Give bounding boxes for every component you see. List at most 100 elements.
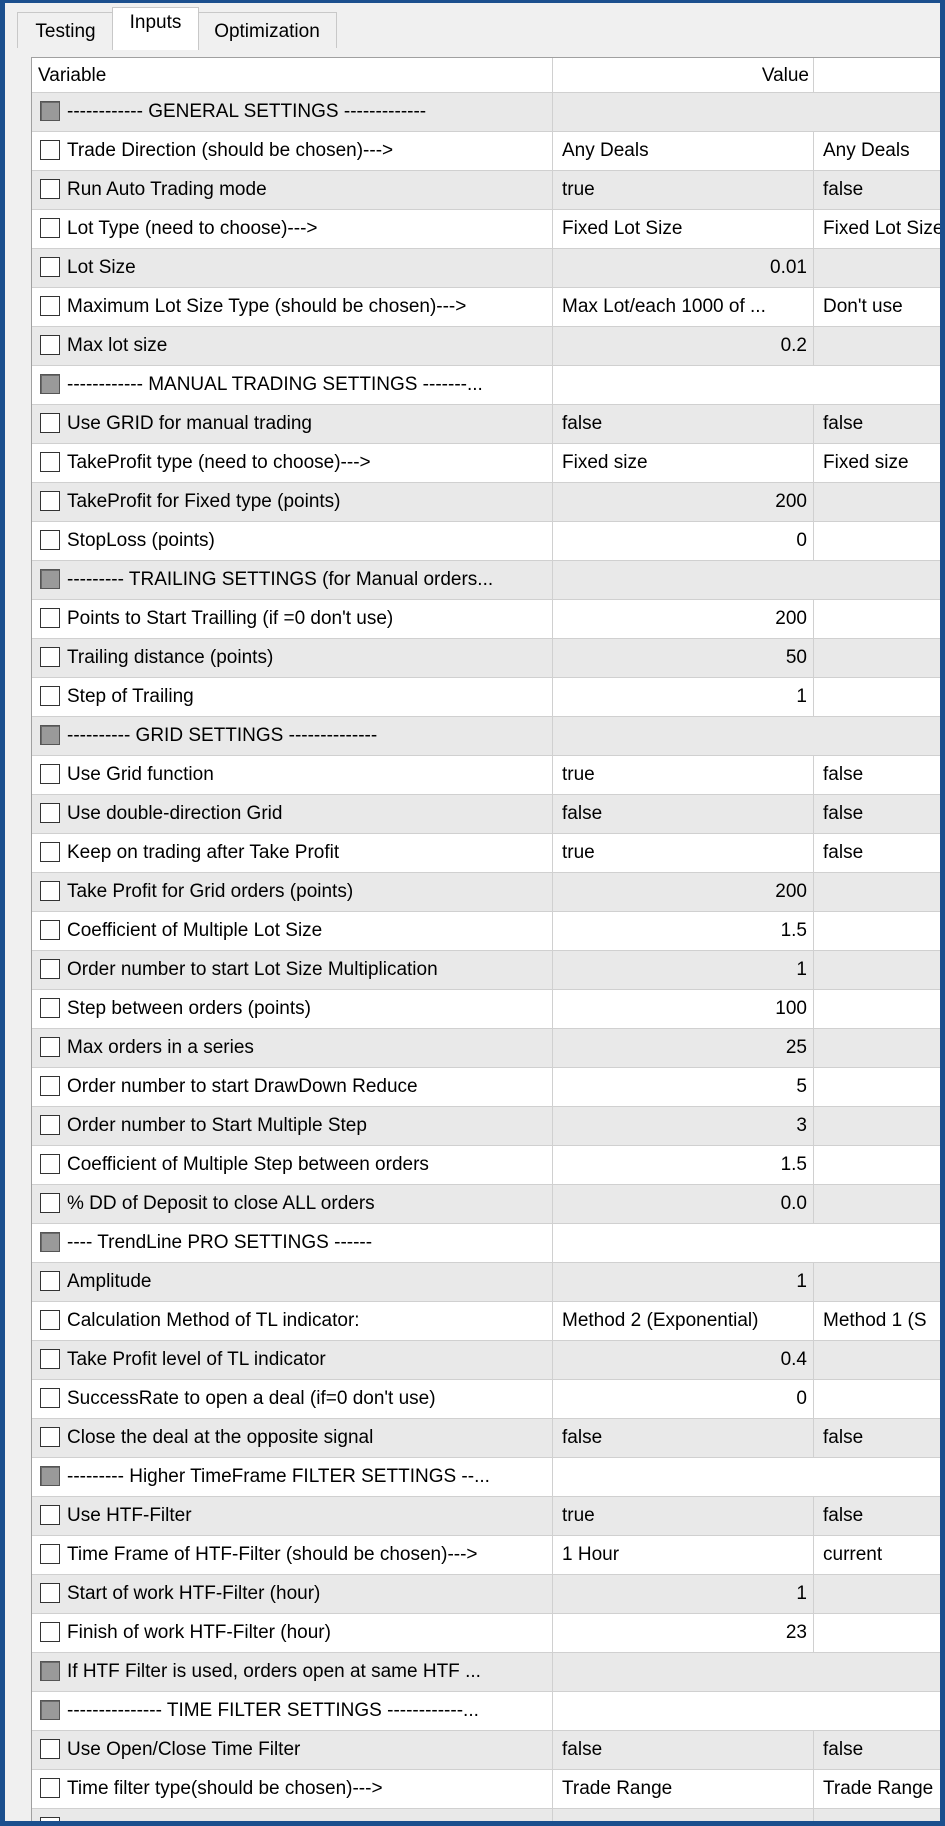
checkbox[interactable] [40, 1739, 60, 1759]
value-cell[interactable]: 23 [553, 1614, 814, 1652]
parameter-row[interactable]: Max lot size 0.2 [32, 327, 940, 366]
parameter-row[interactable]: --------------- TIME FILTER SETTINGS ---… [32, 1692, 940, 1731]
parameter-row[interactable]: Use GRID for manual trading false false [32, 405, 940, 444]
value-cell[interactable]: 0.0 [553, 1185, 814, 1223]
start-value-cell[interactable]: Don't use [814, 288, 940, 326]
value-cell[interactable]: 0 [553, 1380, 814, 1418]
checkbox[interactable] [40, 1232, 60, 1252]
value-cell[interactable]: false [553, 1731, 814, 1769]
value-cell[interactable]: 5 [553, 1068, 814, 1106]
parameter-row[interactable]: Step of Trailing 1 [32, 678, 940, 717]
value-cell[interactable]: 1 [553, 678, 814, 716]
start-value-cell[interactable] [814, 912, 940, 950]
parameter-row[interactable]: Take Profit level of TL indicator 0.4 [32, 1341, 940, 1380]
parameter-row[interactable]: --------- TRAILING SETTINGS (for Manual … [32, 561, 940, 600]
value-cell[interactable]: false [553, 405, 814, 443]
start-value-cell[interactable]: current [814, 1536, 940, 1574]
checkbox[interactable] [40, 530, 60, 550]
parameter-row[interactable]: SuccessRate to open a deal (if=0 don't u… [32, 1380, 940, 1419]
parameter-row[interactable]: Use Open/Close Time Filter false false [32, 1731, 940, 1770]
checkbox[interactable] [40, 1778, 60, 1798]
start-value-cell[interactable] [814, 1107, 940, 1145]
value-cell[interactable]: 0.2 [553, 327, 814, 365]
value-cell[interactable]: true [553, 171, 814, 209]
start-value-cell[interactable]: Any Deals [814, 132, 940, 170]
start-value-cell[interactable] [814, 873, 940, 911]
value-cell[interactable]: 25 [553, 1029, 814, 1067]
parameter-row[interactable]: TakeProfit for Fixed type (points) 200 [32, 483, 940, 522]
parameter-row[interactable]: Coefficient of Multiple Step between ord… [32, 1146, 940, 1185]
start-value-cell[interactable] [814, 1380, 940, 1418]
parameter-row[interactable]: Start of work HTF-Filter (hour) 1 [32, 1575, 940, 1614]
start-value-cell[interactable] [814, 1185, 940, 1223]
checkbox[interactable] [40, 1622, 60, 1642]
checkbox[interactable] [40, 569, 60, 589]
start-value-cell[interactable] [814, 990, 940, 1028]
value-cell[interactable]: false [553, 1419, 814, 1457]
start-value-cell[interactable] [814, 1068, 940, 1106]
value-cell[interactable]: false [553, 795, 814, 833]
checkbox[interactable] [40, 491, 60, 511]
parameter-row[interactable]: Order number to Start Multiple Step 3 [32, 1107, 940, 1146]
value-cell[interactable]: Fixed Lot Size [553, 210, 814, 248]
checkbox[interactable] [40, 764, 60, 784]
checkbox[interactable] [40, 1310, 60, 1330]
checkbox[interactable] [40, 998, 60, 1018]
parameter-row[interactable]: Trade Direction (should be chosen)---> An… [32, 132, 940, 171]
checkbox[interactable] [40, 374, 60, 394]
parameter-row[interactable]: % DD of Deposit to close ALL orders 0.0 [32, 1185, 940, 1224]
value-cell[interactable]: 1 [553, 1575, 814, 1613]
parameter-row[interactable]: ------------ MANUAL TRADING SETTINGS ---… [32, 366, 940, 405]
value-cell[interactable]: 1.5 [553, 1146, 814, 1184]
parameter-row[interactable]: TakeProfit type (need to choose)---> Fixe… [32, 444, 940, 483]
parameter-row[interactable]: Use HTF-Filter true false [32, 1497, 940, 1536]
parameter-row[interactable]: If HTF Filter is used, orders open at sa… [32, 1653, 940, 1692]
tab[interactable]: Optimization [197, 12, 337, 48]
value-cell[interactable]: true [553, 756, 814, 794]
checkbox[interactable] [40, 725, 60, 745]
start-value-cell[interactable]: Fixed Lot Size [814, 210, 940, 248]
parameter-row[interactable]: Run Auto Trading mode true false [32, 171, 940, 210]
value-cell[interactable]: 50 [553, 639, 814, 677]
parameter-row[interactable]: Use double-direction Grid false false [32, 795, 940, 834]
checkbox[interactable] [40, 1193, 60, 1213]
start-value-cell[interactable]: false [814, 795, 940, 833]
start-value-cell[interactable]: false [814, 171, 940, 209]
start-value-cell[interactable] [814, 1146, 940, 1184]
value-cell[interactable]: 0.01 [553, 249, 814, 287]
checkbox[interactable] [40, 1154, 60, 1174]
checkbox[interactable] [40, 218, 60, 238]
checkbox[interactable] [40, 1817, 60, 1821]
value-cell[interactable]: 0 [553, 522, 814, 560]
value-cell[interactable]: true [553, 834, 814, 872]
value-cell[interactable]: 100 [553, 990, 814, 1028]
start-value-cell[interactable] [814, 600, 940, 638]
start-value-cell[interactable]: false [814, 405, 940, 443]
value-cell[interactable]: Any Deals [553, 132, 814, 170]
value-cell[interactable]: 3 [553, 1107, 814, 1145]
checkbox[interactable] [40, 959, 60, 979]
parameter-row[interactable]: Maximum Lot Size Type (should be chosen)… [32, 288, 940, 327]
start-value-cell[interactable] [814, 1614, 940, 1652]
parameter-row[interactable]: Lot Type (need to choose)---> Fixed Lot S… [32, 210, 940, 249]
value-cell[interactable]: Trade Range [553, 1770, 814, 1808]
start-value-cell[interactable]: false [814, 756, 940, 794]
start-value-cell[interactable]: Method 1 (S [814, 1302, 940, 1340]
start-value-cell[interactable] [814, 327, 940, 365]
value-cell[interactable]: 1 [553, 951, 814, 989]
start-value-cell[interactable] [814, 522, 940, 560]
checkbox[interactable] [40, 335, 60, 355]
start-value-cell[interactable] [814, 1029, 940, 1067]
start-value-cell[interactable]: false [814, 1497, 940, 1535]
parameter-row[interactable]: Max orders in a series 25 [32, 1029, 940, 1068]
start-value-cell[interactable] [814, 249, 940, 287]
start-value-cell[interactable] [814, 951, 940, 989]
column-header[interactable]: Value [553, 58, 814, 93]
tab[interactable]: Inputs [112, 7, 199, 50]
parameter-row[interactable]: Order number to start DrawDown Reduce 5 [32, 1068, 940, 1107]
checkbox[interactable] [40, 1076, 60, 1096]
checkbox[interactable] [40, 1583, 60, 1603]
tab[interactable]: Testing [17, 12, 114, 48]
checkbox[interactable] [40, 881, 60, 901]
start-value-cell[interactable]: Trade Range [814, 1770, 940, 1808]
